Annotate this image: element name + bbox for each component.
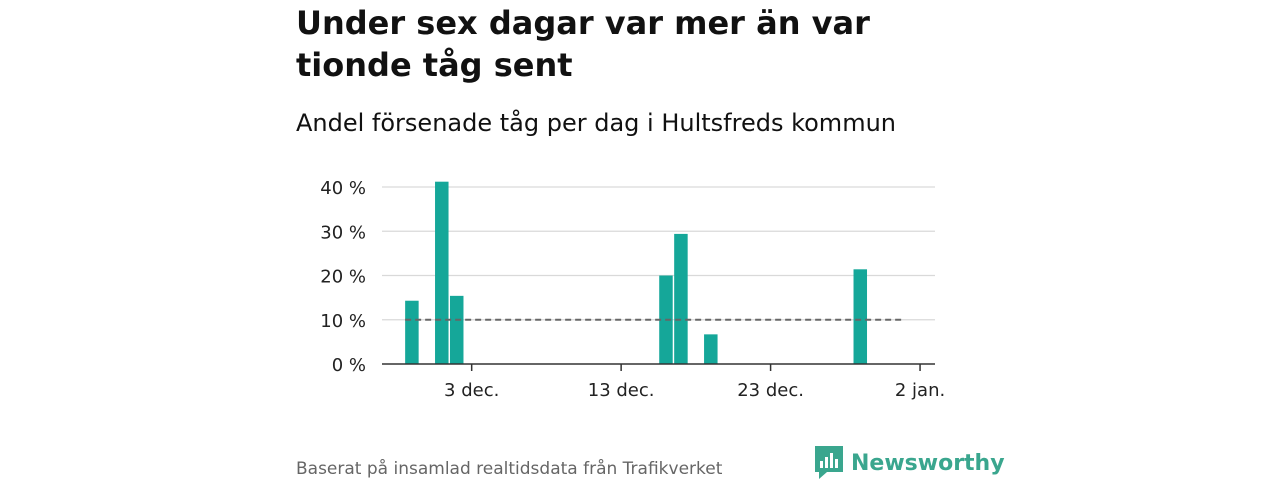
source-note: Baserat på insamlad realtidsdata från Tr…: [296, 459, 723, 479]
chart-title: Under sex dagar var mer än var tionde tå…: [296, 4, 870, 84]
y-tick-label: 30 %: [320, 222, 366, 243]
x-tick-label: 2 jan.: [895, 380, 945, 401]
newsworthy-logo-icon: [815, 446, 843, 479]
bar: [674, 233, 688, 364]
y-tick-label: 10 %: [320, 311, 366, 332]
y-tick-label: 40 %: [320, 178, 366, 199]
bar: [405, 300, 419, 364]
brand-name: Newsworthy: [851, 450, 1005, 476]
x-tick-label: 13 dec.: [588, 380, 655, 401]
bar: [435, 181, 449, 364]
x-tick-label: 23 dec.: [737, 380, 804, 401]
chart-subtitle: Andel försenade tåg per dag i Hultsfreds…: [296, 109, 896, 137]
bar-chart: 0 % 10 % 20 % 30 % 40 % 3 dec. 13 dec. 23 dec. 2…: [320, 178, 945, 401]
y-tick-label: 20 %: [320, 267, 366, 288]
brand-logo: Newsworthy: [815, 446, 1005, 480]
bar: [449, 295, 464, 364]
bar: [704, 334, 718, 364]
x-tick-label: 3 dec.: [444, 380, 499, 401]
bar: [853, 269, 868, 364]
y-tick-label: 0 %: [332, 355, 366, 376]
